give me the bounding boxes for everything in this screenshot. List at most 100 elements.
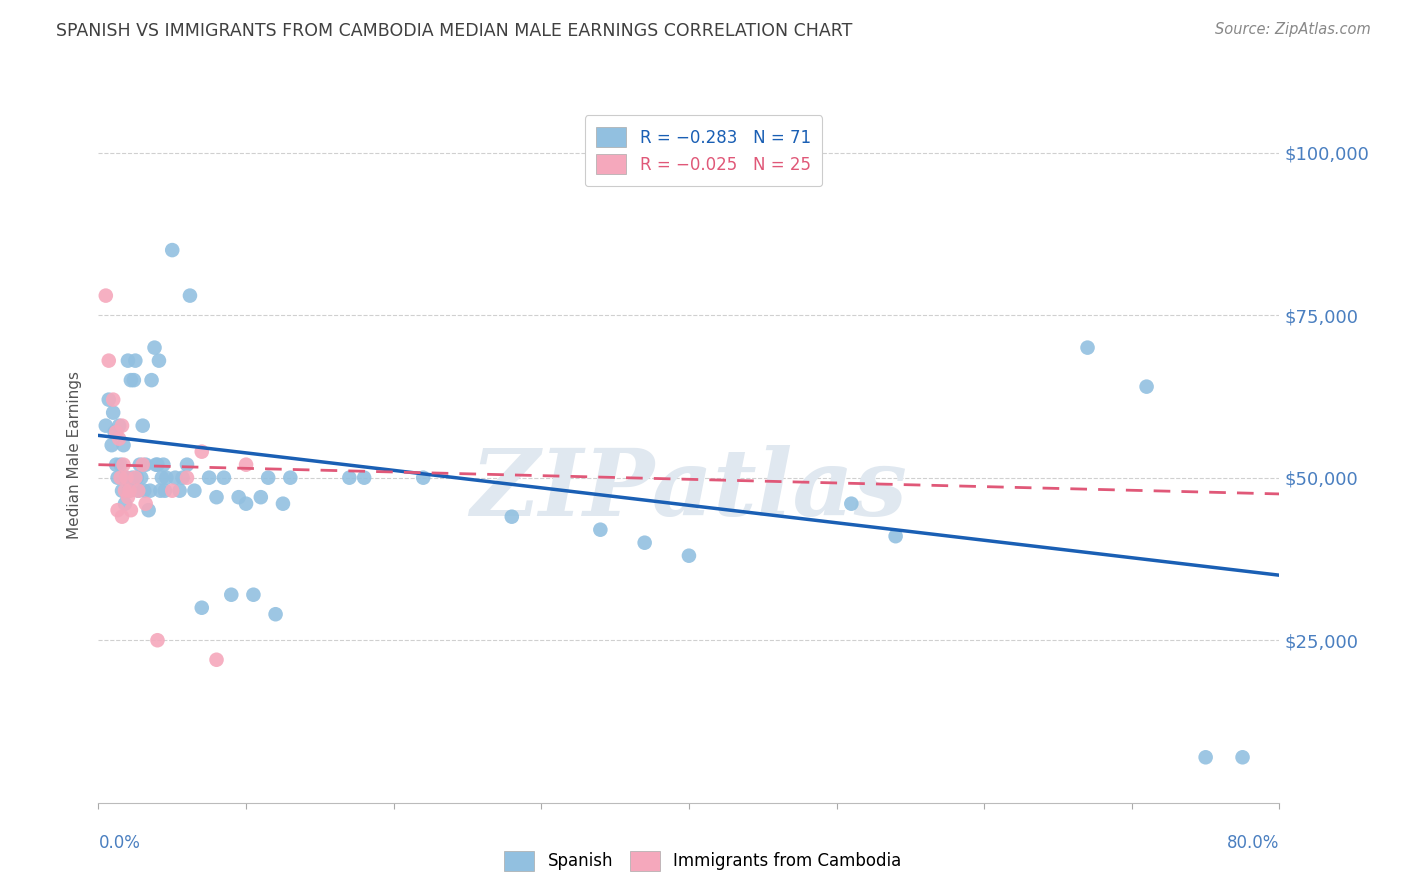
- Point: [121, 471, 143, 485]
- Legend: R = −0.283   N = 71, R = −0.025   N = 25: R = −0.283 N = 71, R = −0.025 N = 25: [585, 115, 823, 186]
- Point: [165, 471, 187, 485]
- Point: [162, 483, 183, 498]
- Point: [150, 471, 173, 485]
- Point: [145, 458, 167, 472]
- Point: [117, 353, 139, 368]
- Point: [149, 483, 172, 498]
- Point: [115, 471, 138, 485]
- Point: [94, 288, 117, 302]
- Point: [111, 483, 134, 498]
- Point: [103, 406, 125, 420]
- Point: [112, 438, 135, 452]
- Point: [146, 458, 169, 472]
- Point: [105, 425, 128, 439]
- Point: [153, 483, 176, 498]
- Point: [228, 490, 250, 504]
- Point: [205, 490, 228, 504]
- Point: [235, 497, 257, 511]
- Point: [114, 483, 136, 498]
- Point: [271, 497, 294, 511]
- Point: [94, 418, 117, 433]
- Point: [117, 490, 139, 504]
- Point: [235, 458, 257, 472]
- Point: [127, 483, 149, 498]
- Point: [1077, 341, 1099, 355]
- Point: [125, 471, 148, 485]
- Point: [108, 418, 131, 433]
- Point: [589, 523, 612, 537]
- Point: [678, 549, 700, 563]
- Point: [108, 432, 131, 446]
- Point: [122, 373, 145, 387]
- Point: [353, 471, 375, 485]
- Point: [1195, 750, 1218, 764]
- Point: [155, 471, 177, 485]
- Point: [176, 458, 198, 472]
- Point: [242, 588, 264, 602]
- Text: ZIPatlas: ZIPatlas: [471, 445, 907, 534]
- Point: [139, 483, 162, 498]
- Point: [146, 633, 169, 648]
- Point: [103, 392, 125, 407]
- Point: [141, 373, 163, 387]
- Point: [884, 529, 907, 543]
- Point: [176, 471, 198, 485]
- Point: [111, 418, 134, 433]
- Point: [105, 458, 128, 472]
- Point: [264, 607, 287, 622]
- Point: [134, 483, 156, 498]
- Text: 80.0%: 80.0%: [1227, 834, 1279, 852]
- Point: [179, 288, 201, 302]
- Point: [212, 471, 235, 485]
- Point: [132, 458, 155, 472]
- Point: [633, 535, 655, 549]
- Point: [118, 483, 141, 498]
- Point: [339, 471, 360, 485]
- Point: [152, 458, 174, 472]
- Point: [841, 497, 863, 511]
- Point: [205, 653, 228, 667]
- Point: [191, 600, 214, 615]
- Point: [115, 471, 138, 485]
- Point: [250, 490, 273, 504]
- Point: [132, 418, 155, 433]
- Point: [183, 483, 205, 498]
- Point: [191, 444, 214, 458]
- Text: SPANISH VS IMMIGRANTS FROM CAMBODIA MEDIAN MALE EARNINGS CORRELATION CHART: SPANISH VS IMMIGRANTS FROM CAMBODIA MEDI…: [56, 22, 852, 40]
- Point: [412, 471, 434, 485]
- Point: [162, 243, 183, 257]
- Point: [118, 483, 141, 498]
- Point: [1135, 379, 1157, 393]
- Text: 0.0%: 0.0%: [98, 834, 141, 852]
- Point: [257, 471, 280, 485]
- Point: [120, 503, 142, 517]
- Point: [198, 471, 221, 485]
- Point: [127, 483, 149, 498]
- Point: [135, 497, 157, 511]
- Point: [501, 509, 523, 524]
- Point: [112, 458, 135, 472]
- Point: [278, 471, 302, 485]
- Point: [124, 353, 146, 368]
- Point: [128, 458, 150, 472]
- Point: [124, 471, 146, 485]
- Point: [114, 497, 136, 511]
- Point: [219, 588, 242, 602]
- Point: [138, 503, 160, 517]
- Legend: Spanish, Immigrants from Cambodia: Spanish, Immigrants from Cambodia: [496, 842, 910, 880]
- Text: Source: ZipAtlas.com: Source: ZipAtlas.com: [1215, 22, 1371, 37]
- Point: [104, 425, 127, 439]
- Point: [129, 471, 152, 485]
- Point: [135, 458, 157, 472]
- Point: [169, 483, 191, 498]
- Point: [120, 373, 142, 387]
- Point: [107, 503, 129, 517]
- Point: [110, 471, 132, 485]
- Point: [100, 438, 122, 452]
- Point: [97, 392, 120, 407]
- Point: [107, 471, 129, 485]
- Y-axis label: Median Male Earnings: Median Male Earnings: [67, 371, 83, 539]
- Point: [143, 341, 166, 355]
- Point: [148, 353, 170, 368]
- Point: [111, 509, 134, 524]
